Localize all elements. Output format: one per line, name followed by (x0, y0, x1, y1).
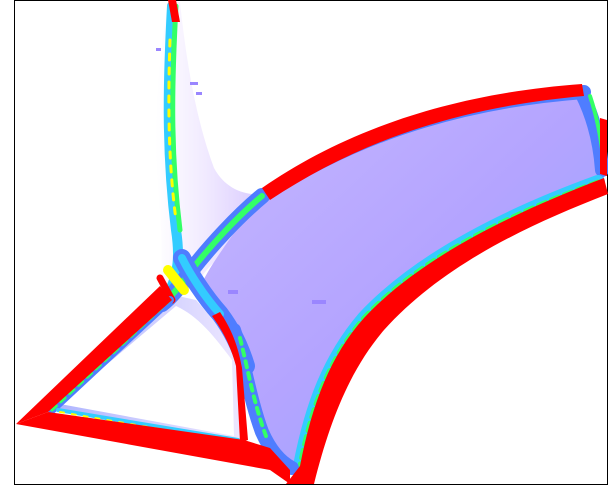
red-edge-regions (16, 0, 608, 484)
triangle-hole (60, 306, 234, 436)
surface-specks (156, 48, 326, 304)
